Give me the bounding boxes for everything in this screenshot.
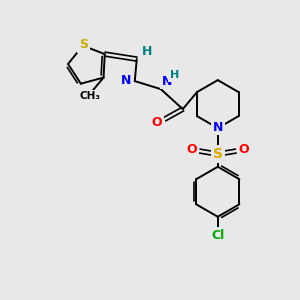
Text: O: O: [187, 142, 197, 156]
Text: N: N: [121, 74, 131, 87]
Text: N: N: [213, 121, 223, 134]
Text: S: S: [79, 38, 88, 51]
Text: CH₃: CH₃: [80, 92, 100, 101]
Text: H: H: [170, 70, 179, 80]
Text: S: S: [213, 147, 223, 161]
Text: Cl: Cl: [211, 229, 224, 242]
Text: O: O: [152, 116, 162, 129]
Text: H: H: [142, 45, 152, 58]
Text: O: O: [238, 142, 249, 156]
Text: N: N: [162, 75, 172, 88]
